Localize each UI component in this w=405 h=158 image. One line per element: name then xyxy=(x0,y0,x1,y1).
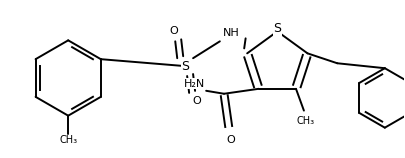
Text: S: S xyxy=(181,60,189,73)
Text: O: O xyxy=(226,135,235,145)
Text: CH₃: CH₃ xyxy=(59,135,77,146)
Text: NH: NH xyxy=(223,28,239,38)
Text: S: S xyxy=(273,22,281,35)
Text: CH₃: CH₃ xyxy=(296,115,314,125)
Text: H₂N: H₂N xyxy=(183,79,205,89)
Text: O: O xyxy=(168,26,177,36)
Text: O: O xyxy=(192,96,201,106)
